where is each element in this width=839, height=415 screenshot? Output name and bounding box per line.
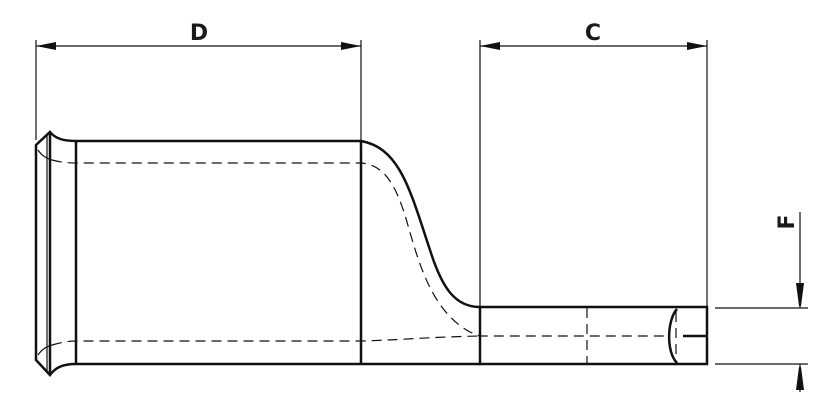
flange [34,130,77,377]
arrow-up [796,367,804,390]
arrow-down [796,283,804,306]
lug-outline [34,130,709,377]
palm-hole-arc [667,308,679,364]
dimension-d: D [35,21,362,141]
dimension-f: F [715,212,808,392]
flange-chamfer [37,149,53,161]
hidden-line-top [51,159,670,337]
dimension-label-c: C [585,21,601,46]
dimension-label-d: D [190,21,208,46]
flange-chamfer [37,344,53,356]
hidden-line-bottom [51,335,481,346]
dimension-c: C [479,21,708,307]
transition-curve [360,139,481,309]
dimension-label-f: F [775,214,800,229]
